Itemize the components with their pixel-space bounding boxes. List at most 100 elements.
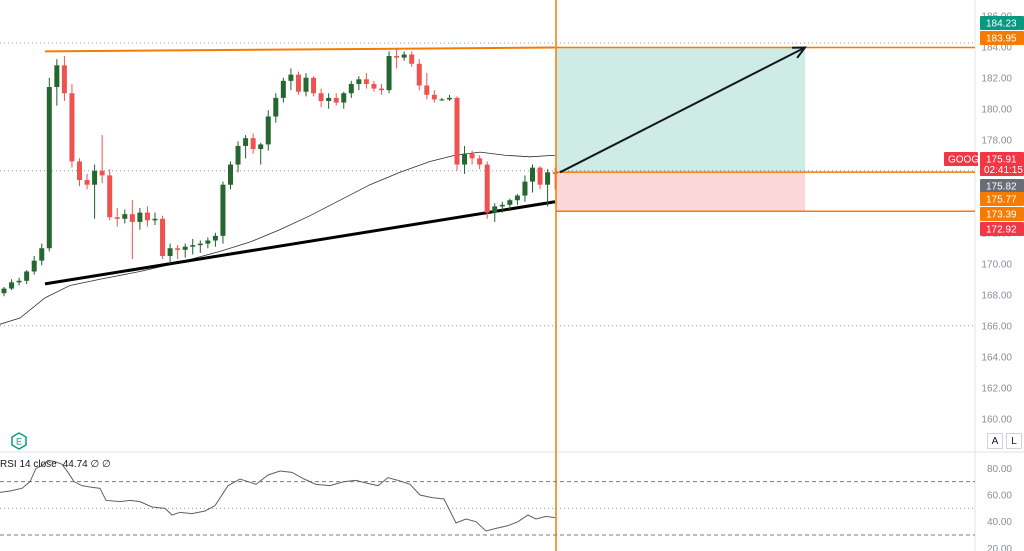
candle-body bbox=[454, 97, 460, 165]
candle-body bbox=[152, 218, 158, 221]
candle bbox=[507, 198, 513, 212]
candle-body bbox=[114, 217, 120, 219]
log-scale-button[interactable]: L bbox=[1006, 433, 1022, 449]
auto-scale-button[interactable]: A bbox=[987, 433, 1003, 449]
candle bbox=[190, 238, 196, 255]
candle-body bbox=[431, 94, 437, 100]
candle bbox=[379, 83, 384, 95]
price-tag-bg bbox=[980, 207, 1024, 221]
candle-body bbox=[371, 83, 377, 89]
candle-body bbox=[446, 97, 452, 100]
candle bbox=[514, 194, 520, 205]
candle-body bbox=[16, 280, 22, 283]
candle-body bbox=[311, 77, 317, 94]
candle bbox=[258, 142, 264, 165]
candle-body bbox=[190, 245, 196, 247]
candle bbox=[107, 169, 113, 221]
candle bbox=[545, 169, 551, 207]
candle bbox=[522, 175, 528, 202]
candle bbox=[348, 80, 354, 98]
candle bbox=[446, 94, 452, 101]
price-axis[interactable]: 186.00184.00182.00180.00178.00176.00174.… bbox=[944, 11, 1024, 425]
price-tag-bg bbox=[980, 31, 1024, 45]
candle bbox=[416, 59, 422, 91]
candle bbox=[243, 135, 249, 159]
candle-body bbox=[46, 87, 52, 249]
candle bbox=[228, 161, 233, 190]
candle bbox=[167, 243, 173, 264]
candle-body bbox=[477, 158, 483, 165]
candle-body bbox=[265, 116, 271, 145]
price-tag-bg bbox=[980, 16, 1024, 30]
candle bbox=[409, 51, 415, 67]
candle bbox=[265, 110, 271, 151]
candle bbox=[439, 97, 445, 101]
candle-body bbox=[341, 93, 347, 103]
price-tick-label: 178.00 bbox=[981, 135, 1012, 146]
candle bbox=[530, 164, 535, 193]
rsi-value: 44.74 bbox=[62, 459, 88, 470]
candle-body bbox=[77, 161, 82, 181]
candle bbox=[288, 68, 294, 91]
candle bbox=[1, 287, 7, 297]
candle bbox=[92, 164, 98, 219]
projection-arrow-head bbox=[791, 46, 808, 59]
projection-arrow bbox=[559, 46, 806, 174]
price-tick-label: 180.00 bbox=[981, 104, 1012, 115]
candle-body bbox=[39, 248, 45, 261]
price-tag-value: 173.39 bbox=[986, 210, 1017, 221]
candle-body bbox=[280, 80, 286, 98]
price-tag-bg bbox=[980, 179, 1024, 193]
candle-body bbox=[54, 65, 60, 88]
candle-body bbox=[69, 93, 75, 162]
candle-body bbox=[182, 246, 188, 250]
candle bbox=[69, 83, 75, 168]
candle-body bbox=[469, 153, 475, 159]
candle-body bbox=[160, 218, 166, 256]
price-tag: 175.82 bbox=[980, 179, 1024, 193]
candle bbox=[363, 73, 369, 89]
candle-body bbox=[295, 74, 301, 92]
candle-body bbox=[205, 240, 211, 244]
rsi-extra-2: ∅ bbox=[102, 459, 111, 470]
candle-body bbox=[514, 195, 520, 201]
candle bbox=[273, 93, 279, 123]
moving-average-line bbox=[0, 151, 556, 325]
candle bbox=[16, 277, 22, 286]
candle-body bbox=[537, 167, 543, 185]
candle-body bbox=[220, 184, 226, 236]
candle-body bbox=[107, 175, 113, 218]
candle bbox=[477, 155, 483, 170]
candle bbox=[144, 206, 150, 227]
rsi-pane: 80.00 60.00 40.00 20.00 bbox=[0, 459, 1012, 551]
candle-body bbox=[61, 65, 67, 94]
earnings-label: E bbox=[16, 437, 22, 447]
earnings-icon[interactable]: E bbox=[10, 432, 28, 450]
symbol-tag-bg bbox=[944, 152, 978, 166]
candle bbox=[129, 200, 135, 260]
price-tag: 172.92 bbox=[980, 222, 1024, 236]
candle bbox=[552, 167, 558, 190]
candle bbox=[454, 96, 460, 171]
candle-body bbox=[386, 56, 392, 91]
price-tag-value: 175.82 bbox=[986, 182, 1017, 193]
price-tick-label: 166.00 bbox=[981, 321, 1012, 332]
candle bbox=[484, 161, 490, 219]
candle-body bbox=[394, 56, 400, 58]
candle-body bbox=[1, 288, 7, 294]
candle bbox=[431, 90, 437, 103]
candle bbox=[394, 48, 400, 69]
candle bbox=[46, 77, 52, 252]
candle bbox=[280, 77, 286, 103]
price-tag-value: 175.91 bbox=[986, 155, 1017, 166]
price-tag: 184.23 bbox=[980, 16, 1024, 30]
candle-body bbox=[401, 54, 407, 58]
candle-body bbox=[99, 170, 105, 176]
candle-body bbox=[144, 212, 150, 221]
rsi-tick-label: 80.00 bbox=[987, 464, 1012, 475]
candle bbox=[220, 181, 226, 244]
candle-body bbox=[129, 214, 135, 222]
price-tick-label: 182.00 bbox=[981, 73, 1012, 84]
price-tag-bg bbox=[980, 222, 1024, 236]
